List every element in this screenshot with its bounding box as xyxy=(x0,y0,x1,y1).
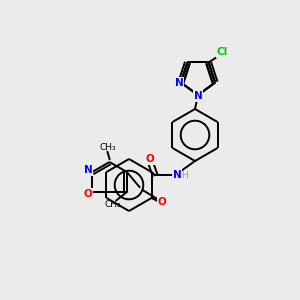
Text: N: N xyxy=(175,78,183,88)
Text: O: O xyxy=(84,189,93,199)
Text: N: N xyxy=(194,91,202,101)
Text: O: O xyxy=(146,154,154,164)
Text: CH₃: CH₃ xyxy=(104,200,121,208)
Text: Cl: Cl xyxy=(217,47,228,57)
Text: O: O xyxy=(157,197,166,207)
Text: H: H xyxy=(182,172,188,181)
Text: CH₃: CH₃ xyxy=(99,143,116,152)
Text: N: N xyxy=(172,170,182,180)
Text: N: N xyxy=(84,165,93,175)
